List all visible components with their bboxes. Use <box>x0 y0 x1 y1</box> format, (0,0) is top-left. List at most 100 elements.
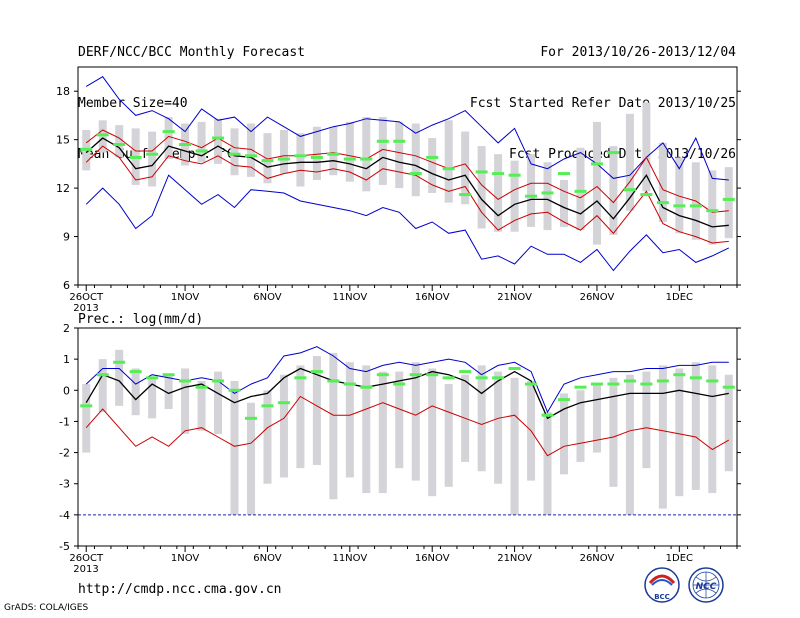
forecast-marker <box>558 172 571 176</box>
spread-bar <box>428 368 437 497</box>
forecast-marker <box>327 379 340 383</box>
forecast-marker <box>590 162 603 166</box>
spread-bar <box>609 146 618 235</box>
spread-bar <box>230 380 239 515</box>
x-tick-label: 16NOV <box>415 553 450 564</box>
forecast-marker <box>113 360 126 364</box>
ncc-logo: NCC <box>688 567 724 603</box>
y-tick-label: 18 <box>56 85 70 98</box>
spread-bar <box>148 377 157 419</box>
spread-bar <box>329 352 338 500</box>
spread-bar <box>625 374 634 515</box>
y-tick-label: 1 <box>63 353 70 366</box>
spread-bar <box>214 118 223 164</box>
forecast-marker <box>656 201 669 205</box>
forecast-marker <box>244 416 257 420</box>
spread-bar <box>329 126 338 176</box>
forecast-marker <box>244 154 257 158</box>
forecast-marker <box>623 379 636 383</box>
x-tick-label: 6NOV <box>253 553 282 564</box>
spread-bar <box>576 147 585 231</box>
ncc-logo-text: NCC <box>696 582 717 592</box>
spread-bar <box>115 125 124 158</box>
series-line-upper <box>85 129 729 213</box>
forecast-marker <box>722 197 735 201</box>
spread-bar <box>214 371 223 434</box>
series-line-max <box>85 76 729 181</box>
x-year-label: 2013 <box>73 564 98 575</box>
forecast-marker <box>426 373 439 377</box>
series-line-mean <box>85 367 729 420</box>
forecast-marker <box>475 376 488 380</box>
forecast-marker <box>360 385 373 389</box>
spread-bar <box>461 131 470 205</box>
x-tick-label: 1NOV <box>171 292 200 303</box>
forecast-marker <box>409 172 422 176</box>
y-tick-label: 0 <box>63 384 70 397</box>
forecast-marker <box>113 143 126 147</box>
spread-bar <box>362 117 371 192</box>
series-line-upper <box>85 346 729 414</box>
spread-bar <box>411 362 420 481</box>
logos: BCC NCC <box>644 567 724 603</box>
spread-bar <box>230 128 239 176</box>
forecast-marker <box>228 388 241 392</box>
spread-bar <box>312 126 321 181</box>
y-tick-label: 12 <box>56 182 70 195</box>
spread-bar <box>543 162 552 231</box>
forecast-marker <box>294 376 307 380</box>
spread-bar <box>148 131 157 187</box>
spread-bar <box>625 113 634 211</box>
forecast-marker <box>393 139 406 143</box>
spread-bar <box>246 402 255 515</box>
forecast-marker <box>212 379 225 383</box>
forecast-marker <box>623 188 636 192</box>
spread-bar <box>708 170 717 245</box>
spread-bar <box>444 120 453 203</box>
forecast-marker <box>80 147 93 151</box>
spread-bar <box>724 374 733 472</box>
series-line-lower <box>85 145 729 244</box>
spread-bar <box>345 121 354 182</box>
spread-bar <box>246 123 255 177</box>
spread-bar <box>378 371 387 494</box>
spread-bar <box>708 365 717 494</box>
forecast-marker <box>327 152 340 156</box>
y-tick-label: 15 <box>56 134 70 147</box>
spread-bar <box>395 121 404 189</box>
spread-bar <box>428 138 437 193</box>
spread-bar <box>609 377 618 487</box>
y-tick-label: -2 <box>59 447 70 460</box>
forecast-marker <box>689 376 702 380</box>
member-size: Member Size=40 <box>78 96 188 111</box>
spread-bar <box>592 121 601 245</box>
x-year-label: 2013 <box>73 303 98 314</box>
forecast-marker <box>277 157 290 161</box>
forecast-start-date: Fcst Started Refer Date 2013/10/25 <box>469 96 736 111</box>
spread-bar <box>98 120 107 153</box>
forecast-marker <box>426 155 439 159</box>
spread-bar <box>279 374 288 478</box>
forecast-period: For 2013/10/26-2013/12/04 <box>540 45 736 60</box>
forecast-marker <box>442 167 455 171</box>
forecast-marker <box>129 370 142 374</box>
forecast-marker <box>574 189 587 193</box>
forecast-marker <box>459 370 472 374</box>
spread-bar <box>477 146 486 229</box>
source-url[interactable]: http://cmdp.ncc.cma.gov.cn <box>78 582 282 597</box>
x-tick-label: 26OCT <box>69 553 104 564</box>
forecast-marker <box>442 376 455 380</box>
spread-bar <box>658 365 667 509</box>
spread-bar <box>263 390 272 484</box>
spread-bar <box>115 349 124 406</box>
forecast-marker <box>541 413 554 417</box>
forecast-marker <box>146 376 159 380</box>
spread-bar <box>378 117 387 185</box>
spread-bar <box>411 123 420 197</box>
forecast-marker <box>689 204 702 208</box>
spread-bar <box>510 377 519 515</box>
spread-bar <box>560 393 569 475</box>
spread-bar <box>691 362 700 490</box>
y-tick-label: 9 <box>63 231 70 244</box>
forecast-marker <box>656 379 669 383</box>
